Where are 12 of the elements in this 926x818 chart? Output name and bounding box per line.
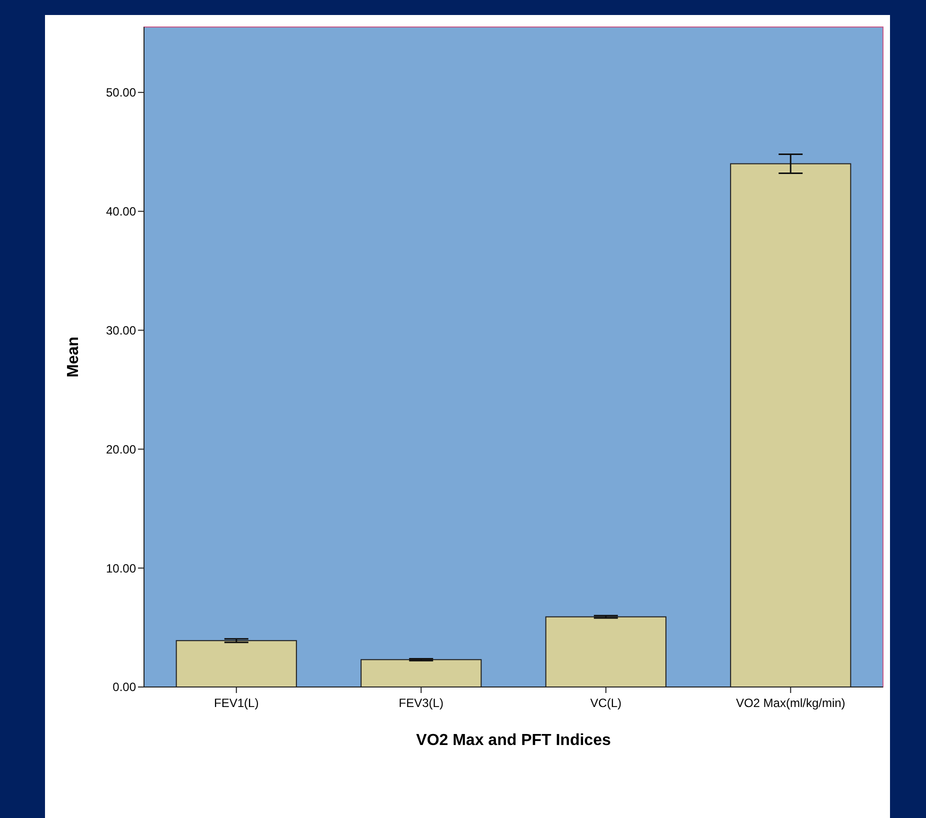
y-tick-label: 30.00 <box>106 323 136 338</box>
x-tick-label: VC(L) <box>590 696 622 710</box>
x-tick-label: FEV1(L) <box>214 696 259 710</box>
y-tick-label: 10.00 <box>106 561 136 576</box>
y-axis-title: Mean <box>65 336 82 378</box>
y-tick-label: 50.00 <box>106 86 136 100</box>
y-tick-label: 0.00 <box>112 680 136 694</box>
x-axis-title: VO2 Max and PFT Indices <box>416 732 611 749</box>
y-tick-label: 40.00 <box>106 204 136 219</box>
x-tick-label: FEV3(L) <box>398 696 444 710</box>
x-tick-label: VO2 Max(ml/kg/min) <box>736 696 846 710</box>
y-tick-label: 20.00 <box>106 442 136 456</box>
